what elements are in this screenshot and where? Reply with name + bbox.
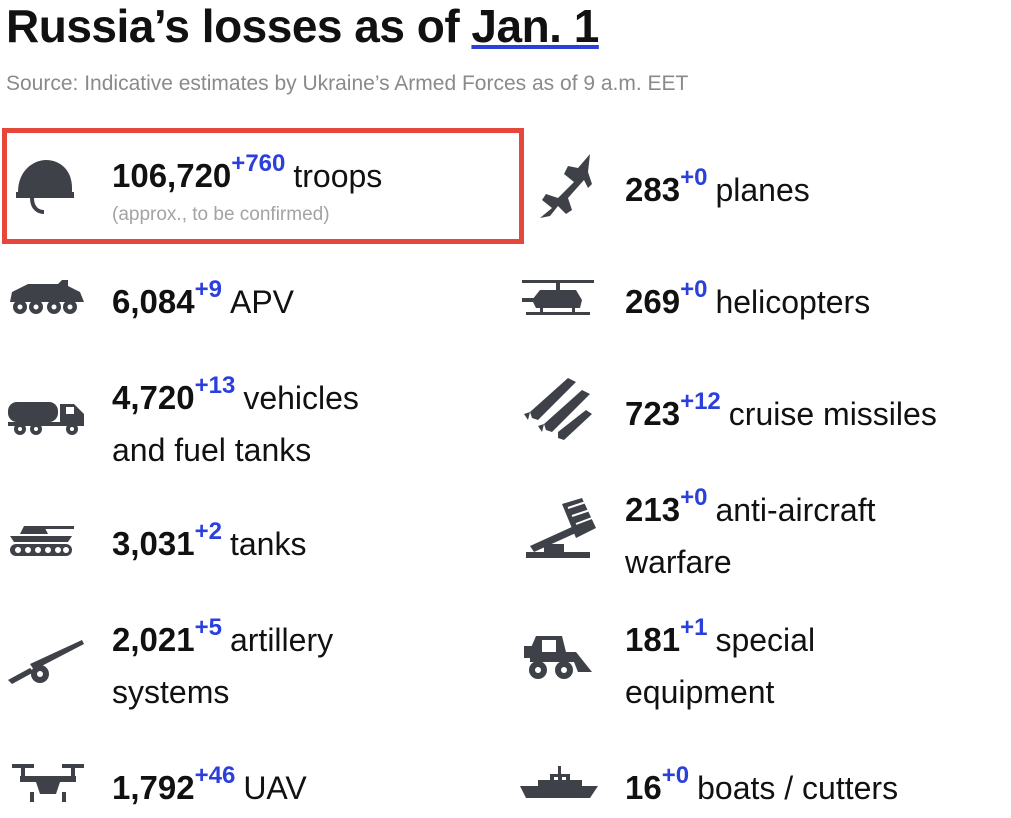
fuel-truck-icon — [6, 398, 86, 436]
helmet-icon — [14, 158, 76, 214]
stat-value: 16 — [625, 769, 662, 806]
stat-value: 6,084 — [112, 283, 195, 320]
stat-label: UAV — [243, 770, 307, 806]
stat-delta: +5 — [194, 614, 222, 641]
stat-value: 3,031 — [112, 525, 195, 562]
stat-label: artillery — [229, 622, 334, 658]
stat-value: 2,021 — [112, 621, 195, 658]
loader-icon — [522, 632, 594, 682]
stat-label: APV — [229, 284, 294, 320]
source-note: Source: Indicative estimates by Ukraine’… — [6, 72, 689, 95]
stat-delta: +0 — [661, 762, 690, 789]
artillery-icon — [6, 638, 86, 684]
stat-label: helicopters — [715, 284, 871, 320]
apv-icon — [6, 280, 86, 316]
anti-aircraft-icon — [522, 498, 598, 560]
stat-value: 4,720 — [112, 379, 195, 416]
stat-delta: +0 — [680, 276, 708, 303]
stat-value: 1,792 — [112, 769, 195, 806]
stat-delta: +9 — [194, 276, 222, 303]
stat-delta: +0 — [680, 164, 708, 191]
stat-delta: +0 — [680, 484, 708, 511]
page-title: Russia’s losses as of Jan. 1 — [6, 0, 599, 52]
tank-icon — [6, 522, 76, 558]
stat-value: 283 — [625, 171, 681, 208]
stat-value: 106,720 — [112, 157, 232, 194]
stat-label-line2: equipment — [625, 674, 775, 710]
stat-label: boats / cutters — [697, 770, 899, 806]
missile-icon — [524, 376, 594, 444]
stat-delta: +2 — [194, 518, 222, 545]
stat-label: cruise missiles — [728, 396, 937, 432]
title-prefix: Russia’s losses as of — [6, 0, 460, 52]
stat-value: 723 — [625, 395, 681, 432]
stat-value: 213 — [625, 491, 681, 528]
stat-value: 181 — [625, 621, 681, 658]
stat-delta: +760 — [231, 150, 286, 177]
boat-icon — [520, 764, 598, 802]
stat-label-line2: warfare — [625, 544, 732, 580]
stat-label: tanks — [229, 526, 307, 562]
stat-label: special — [715, 622, 816, 658]
plane-icon — [528, 152, 594, 220]
stat-delta: +46 — [194, 762, 236, 789]
stat-note: (approx., to be confirmed) — [112, 204, 330, 225]
stat-delta: +12 — [680, 388, 721, 415]
stat-label: anti-aircraft — [715, 492, 876, 528]
stat-label-line2: and fuel tanks — [112, 432, 312, 468]
stat-label: planes — [715, 172, 810, 208]
stat-delta: +13 — [194, 372, 236, 399]
title-date: Jan. 1 — [471, 0, 599, 52]
helicopter-icon — [520, 276, 596, 320]
stat-label: vehicles — [243, 380, 359, 416]
stat-delta: +1 — [680, 614, 708, 641]
stat-value: 269 — [625, 283, 681, 320]
drone-icon — [12, 762, 84, 804]
highlight-box — [2, 128, 524, 244]
stat-label-line2: systems — [112, 674, 230, 710]
stat-label: troops — [293, 158, 383, 194]
